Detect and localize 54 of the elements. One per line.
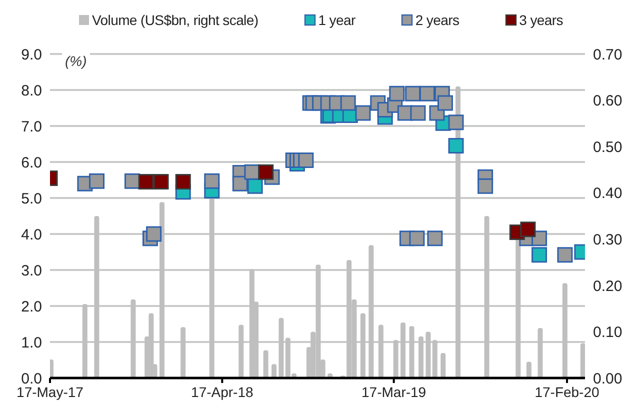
legend-label: 3 years	[519, 12, 563, 28]
y-tick-label: 8.0	[21, 82, 42, 100]
point	[557, 247, 573, 263]
x-tick-label: 17-Mar-19	[362, 384, 426, 400]
legend-label: 2 years	[415, 12, 460, 28]
point	[419, 86, 435, 102]
point	[478, 178, 494, 194]
y-tick-label: 6.0	[21, 154, 42, 172]
y-tick-label: 2.0	[21, 298, 42, 316]
legend-label: 1 year	[318, 12, 356, 28]
y-tick-label: 3.0	[21, 262, 42, 280]
bar	[272, 364, 277, 378]
point	[244, 164, 260, 180]
point	[520, 222, 536, 238]
point	[124, 173, 140, 189]
point	[258, 164, 274, 180]
y2-tick-label: 0.70	[593, 46, 622, 64]
y-tick-label: 1.0	[21, 334, 42, 352]
point	[138, 174, 154, 190]
point	[146, 226, 162, 242]
y-tick-label: 7.0	[21, 118, 42, 136]
point	[532, 247, 548, 263]
point	[427, 230, 443, 246]
point	[405, 86, 421, 102]
legend-label: Volume (US$bn, right scale)	[92, 12, 258, 28]
point	[204, 173, 220, 189]
point	[355, 105, 371, 121]
point	[448, 114, 464, 130]
point	[389, 86, 405, 102]
point	[175, 174, 191, 190]
y-tick-label: 9.0	[21, 46, 42, 64]
y2-tick-label: 0.30	[593, 231, 622, 248]
bar	[526, 362, 532, 378]
x-tick-label: 17-Apr-18	[191, 384, 254, 400]
point	[437, 95, 453, 111]
point	[410, 105, 426, 121]
y2-tick-label: 0.20	[593, 278, 622, 295]
point	[298, 152, 314, 168]
point	[89, 173, 105, 189]
y-tick-label: 5.0	[21, 190, 42, 208]
point	[448, 138, 464, 154]
y-tick-label: 4.0	[21, 226, 42, 244]
y2-tick-label: 0.50	[593, 138, 622, 156]
y-axis-title: (%)	[62, 53, 90, 69]
bar	[440, 353, 446, 378]
point	[409, 230, 425, 246]
point	[153, 174, 169, 190]
y2-tick-label: 0.60	[593, 92, 622, 110]
bar	[263, 350, 268, 378]
point	[232, 176, 248, 192]
y2-tick-label: 0.40	[593, 185, 622, 202]
point	[340, 95, 356, 111]
point	[532, 230, 548, 246]
y2-tick-label: 0.10	[593, 324, 622, 342]
